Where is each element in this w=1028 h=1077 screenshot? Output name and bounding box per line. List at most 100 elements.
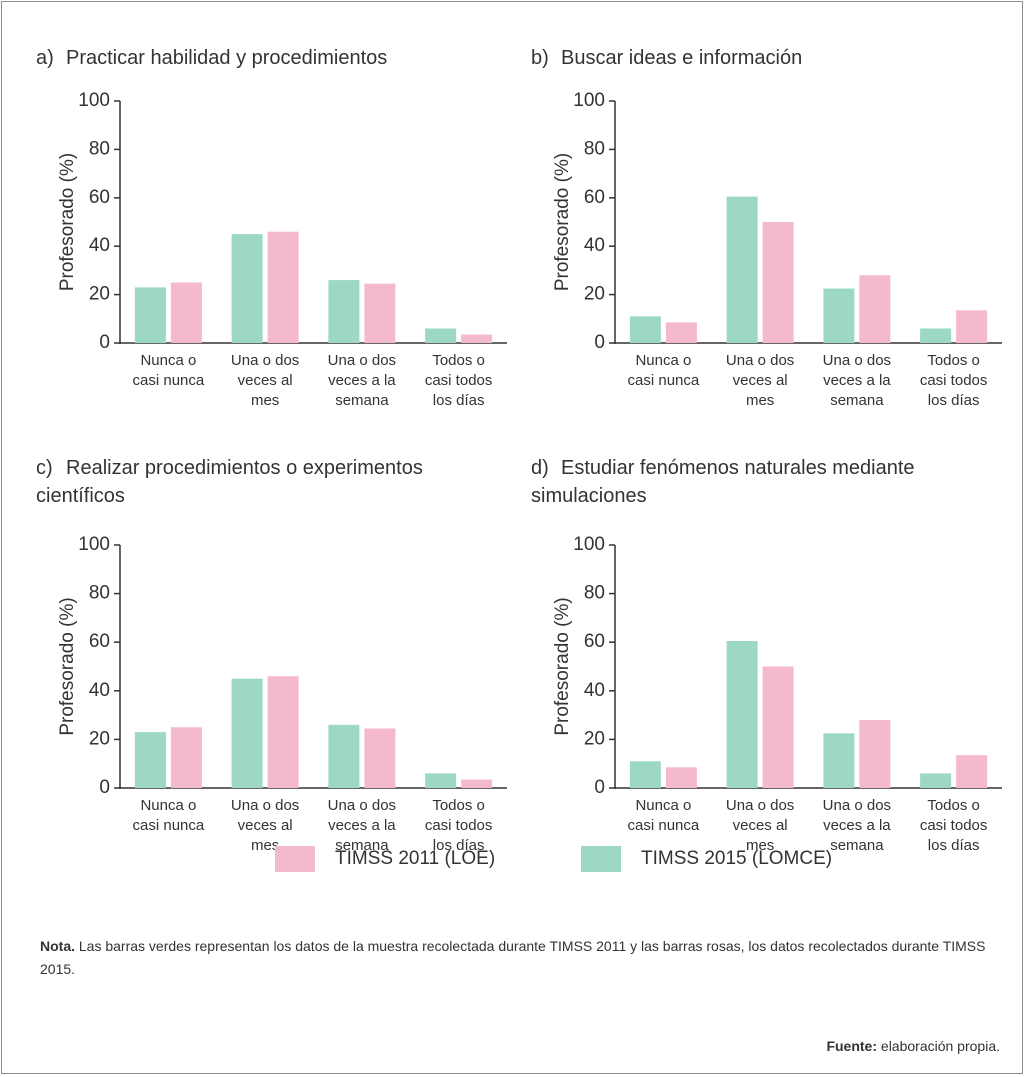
source-label: Fuente: (826, 1038, 878, 1054)
x-category-label: casi nunca (133, 372, 205, 389)
y-axis-label: Profesorado (%) (552, 597, 573, 735)
x-category-label: casi nunca (628, 817, 700, 834)
chart-title-d: d) Estudiar fenómenos naturales mediante … (531, 454, 1001, 510)
x-category-label: Una o dos (726, 797, 794, 814)
bar-timss-2015 (920, 328, 952, 343)
x-category-label: veces al (733, 372, 788, 389)
chart-title-text: Practicar habilidad y procedimientos (66, 47, 388, 69)
x-category-label: casi todos (425, 817, 493, 834)
bar-timss-2015 (629, 761, 661, 788)
y-tick-label: 40 (584, 680, 605, 701)
y-tick-label: 80 (584, 583, 605, 604)
x-category-label: los días (928, 837, 980, 854)
y-tick-label: 20 (89, 728, 110, 749)
x-category-label: Nunca o (635, 352, 691, 369)
y-tick-label: 20 (89, 284, 110, 305)
y-tick-label: 80 (89, 583, 110, 604)
bar-timss-2015 (134, 287, 166, 343)
legend-swatch-2015 (581, 846, 621, 872)
bar-timss-2011 (665, 322, 697, 343)
bar-timss-2011 (170, 282, 202, 343)
x-category-label: Todos o (432, 352, 485, 369)
bar-timss-2015 (134, 732, 166, 788)
bar-timss-2011 (170, 727, 202, 788)
legend-swatch-2011 (275, 846, 315, 872)
x-category-label: veces a la (328, 817, 396, 834)
panel-label: c) (36, 457, 53, 479)
chart-title-text: Estudiar fenómenos naturales mediante si… (531, 457, 915, 507)
bar-timss-2015 (823, 733, 855, 788)
bar-timss-2011 (956, 755, 988, 788)
x-category-label: Una o dos (823, 352, 891, 369)
x-category-label: Una o dos (328, 352, 396, 369)
bar-timss-2015 (328, 724, 360, 788)
bar-chart-a: Profesorado (%) 0 20 40 60 80 100 Nunca o casi n… (57, 90, 507, 409)
panel-label: d) (531, 457, 549, 479)
bar-timss-2011 (859, 719, 891, 788)
x-category-label: veces al (733, 817, 788, 834)
bar-timss-2011 (859, 275, 891, 343)
x-category-label: veces al (238, 817, 293, 834)
bar-timss-2015 (328, 280, 360, 343)
x-category-label: veces a la (823, 372, 891, 389)
bar-chart-c: Profesorado (%) 0 20 40 60 80 100 Nunca o casi n… (57, 534, 507, 854)
chart-legend: TIMSS 2011 (LOE) TIMSS 2015 (LOMCE) (0, 844, 1028, 874)
bar-timss-2011 (364, 283, 396, 343)
note-label: Nota. (40, 938, 75, 954)
bar-timss-2011 (267, 676, 299, 788)
y-tick-label: 20 (584, 284, 605, 305)
bar-timss-2015 (231, 234, 263, 343)
bar-timss-2011 (762, 666, 794, 788)
x-category-label: casi todos (425, 372, 493, 389)
chart-title-b: b) Buscar ideas e información (531, 44, 1001, 72)
y-tick-label: 40 (89, 680, 110, 701)
y-tick-label: 20 (584, 728, 605, 749)
chart-panel-a: a) Practicar habilidad y procedimientos P… (36, 44, 536, 434)
chart-panel-c: c) Realizar procedimientos o experimentos… (36, 454, 536, 854)
bar-timss-2011 (665, 767, 697, 788)
y-tick-label: 40 (89, 235, 110, 256)
y-tick-label: 40 (584, 235, 605, 256)
x-category-label: mes (251, 392, 279, 409)
x-category-label: mes (746, 837, 774, 854)
legend-item-2011: TIMSS 2011 (LOE) (275, 844, 495, 874)
x-category-label: los días (928, 392, 980, 409)
x-category-label: semana (335, 392, 389, 409)
y-axis-label: Profesorado (%) (57, 597, 78, 735)
x-category-label: Una o dos (823, 797, 891, 814)
chart-title-c: c) Realizar procedimientos o experimentos… (36, 454, 506, 510)
legend-label-2015: TIMSS 2015 (LOMCE) (641, 848, 833, 869)
figure-source: Fuente: elaboración propia. (826, 1038, 1000, 1054)
bar-timss-2015 (425, 773, 457, 788)
x-category-label: Todos o (927, 352, 980, 369)
bar-timss-2011 (956, 310, 988, 343)
y-tick-label: 0 (99, 777, 110, 798)
bar-timss-2015 (823, 288, 855, 343)
bar-timss-2011 (267, 231, 299, 343)
y-tick-label: 60 (89, 631, 110, 652)
chart-panel-d: d) Estudiar fenómenos naturales mediante … (531, 454, 1028, 854)
y-tick-label: 60 (584, 631, 605, 652)
bar-timss-2015 (920, 773, 952, 788)
x-category-label: Una o dos (726, 352, 794, 369)
bar-timss-2011 (461, 779, 493, 788)
x-category-label: Una o dos (328, 797, 396, 814)
x-category-label: veces al (238, 372, 293, 389)
chart-title-text: Realizar procedimientos o experimentos c… (36, 457, 423, 507)
bar-timss-2015 (726, 196, 758, 343)
bar-chart-b: Profesorado (%) 0 20 40 60 80 100 Nunca o casi n… (552, 90, 1002, 409)
bar-timss-2015 (629, 316, 661, 343)
x-category-label: Todos o (927, 797, 980, 814)
x-category-label: veces a la (328, 372, 396, 389)
bar-timss-2015 (231, 678, 263, 788)
y-axis-label: Profesorado (%) (552, 153, 573, 291)
y-tick-label: 100 (573, 90, 605, 111)
chart-title-text: Buscar ideas e información (561, 47, 803, 69)
x-category-label: Una o dos (231, 797, 299, 814)
x-category-label: semana (830, 837, 884, 854)
panel-label: a) (36, 47, 54, 69)
x-category-label: los días (433, 837, 485, 854)
y-tick-label: 100 (573, 534, 605, 555)
x-category-label: mes (746, 392, 774, 409)
x-category-label: casi todos (920, 817, 988, 834)
